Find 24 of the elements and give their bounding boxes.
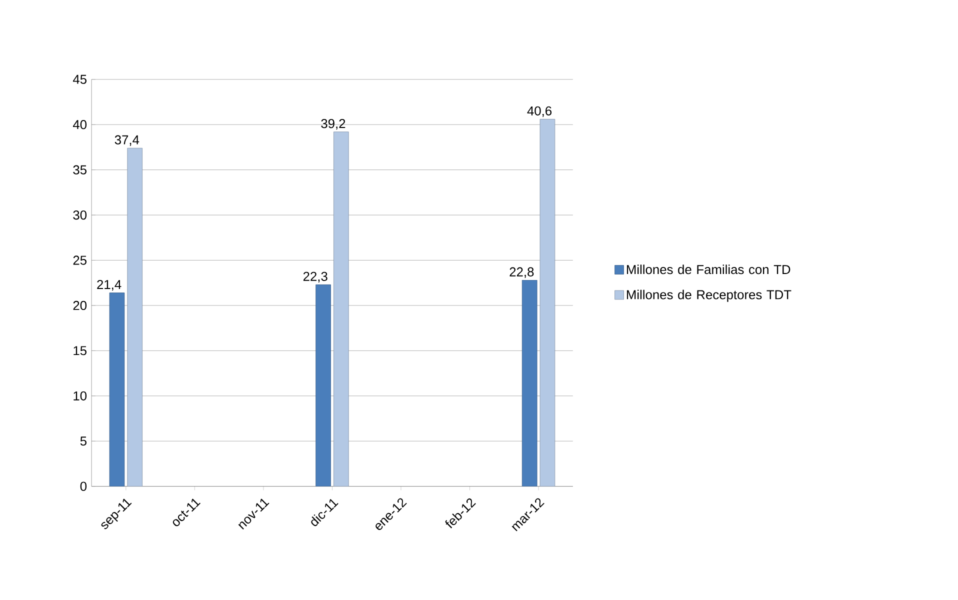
y-tick-label: 45 [72,74,86,84]
data-label: 40,6 [527,106,552,117]
data-label: 21,4 [97,280,122,290]
bar [334,131,349,486]
bar [127,148,142,486]
y-tick-label: 0 [80,482,87,491]
bar [540,118,556,486]
y-tick-label: 15 [74,346,86,355]
y-tick-label: 40 [72,120,87,129]
y-tick-label: 30 [73,210,87,220]
legend-label: Millones de Familias con TD [626,264,790,274]
y-tick-label: 35 [73,165,86,174]
y-tick-label: 10 [74,391,87,400]
bar [109,292,125,486]
y-tick-label: 25 [73,255,86,265]
bar [522,280,538,486]
data-label: 22,8 [510,267,534,278]
bar [316,284,331,486]
data-label: 39,2 [321,118,346,130]
y-tick-label: 5 [80,436,86,446]
y-tick-label: 20 [73,300,87,310]
legend-label: Millones de Receptores TDT [626,290,792,302]
data-label: 22,3 [303,272,328,282]
data-label: 37,4 [114,135,140,146]
